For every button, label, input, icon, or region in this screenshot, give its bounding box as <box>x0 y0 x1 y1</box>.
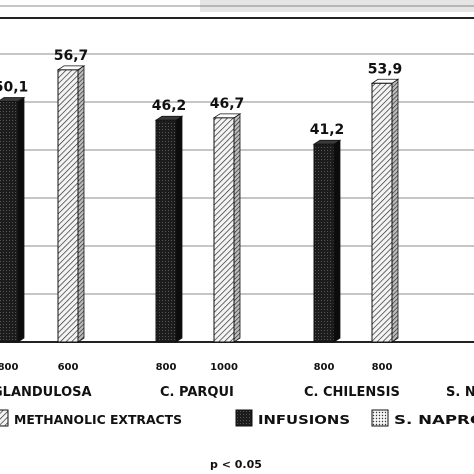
dose-labels: 800 600 800 1000 800 800 <box>0 362 392 373</box>
category-labels: GLANDULOSA C. PARQUI C. CHILENSIS S. N <box>0 385 474 400</box>
bar-side <box>77 65 85 343</box>
value-label: 46,7 <box>210 96 245 112</box>
category-label: S. N <box>446 385 474 400</box>
bar-side <box>17 96 25 343</box>
legend-swatch-methanolic <box>0 409 9 427</box>
value-label: 46,2 <box>152 98 187 114</box>
category-label: C. PARQUI <box>160 385 234 400</box>
significance-footnote: p < 0.05 <box>210 458 262 471</box>
value-label: 53,9 <box>368 61 403 77</box>
bar <box>313 143 335 343</box>
category-label: GLANDULOSA <box>0 385 92 400</box>
bar <box>371 82 393 343</box>
dose-label: 800 <box>156 362 177 373</box>
dose-label: 600 <box>58 362 79 373</box>
legend-label-infusions: INFUSIONS <box>258 412 350 427</box>
value-labels: 50,1 56,7 46,2 46,7 41,2 53,9 <box>0 48 402 138</box>
legend-label-snapro: S. NAPRO <box>394 412 474 427</box>
dose-label: 800 <box>372 362 393 373</box>
value-label: 50,1 <box>0 80 28 96</box>
bar <box>0 101 19 343</box>
bar-series <box>0 65 400 343</box>
bar <box>213 117 235 343</box>
legend: METHANOLIC EXTRACTS INFUSIONS S. NAPRO <box>0 409 474 427</box>
legend-swatch-snapro <box>371 409 389 427</box>
value-label: 41,2 <box>310 122 345 138</box>
bar-side <box>233 113 241 343</box>
value-label: 56,7 <box>54 48 89 64</box>
dose-label: 800 <box>314 362 335 373</box>
bar-side <box>391 78 399 343</box>
bar <box>155 119 177 343</box>
bar <box>57 69 79 343</box>
bar-side <box>175 115 183 343</box>
dose-label: 800 <box>0 362 18 373</box>
bar-side <box>333 139 341 343</box>
category-label: C. CHILENSIS <box>304 385 400 400</box>
legend-swatch-infusions <box>235 409 253 427</box>
dose-label: 1000 <box>210 362 238 373</box>
legend-label-methanolic: METHANOLIC EXTRACTS <box>14 412 182 427</box>
